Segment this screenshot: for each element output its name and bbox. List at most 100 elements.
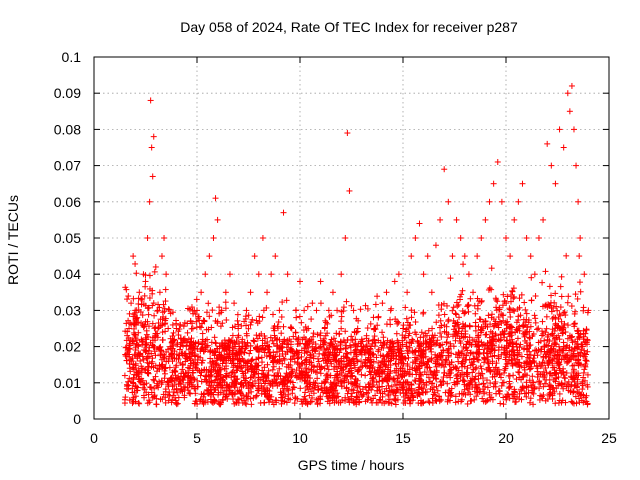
background-point bbox=[155, 301, 162, 308]
data-point bbox=[573, 162, 580, 169]
background-point bbox=[534, 374, 541, 381]
background-point bbox=[521, 299, 528, 306]
background-point bbox=[441, 311, 448, 318]
data-point bbox=[130, 253, 137, 260]
background-point bbox=[540, 383, 547, 390]
background-point bbox=[248, 401, 255, 408]
background-point bbox=[583, 351, 590, 358]
data-point bbox=[568, 82, 575, 89]
background-point bbox=[302, 389, 309, 396]
background-point bbox=[285, 377, 292, 384]
background-point bbox=[129, 400, 136, 407]
data-point bbox=[503, 235, 509, 241]
data-point bbox=[150, 133, 157, 140]
background-point bbox=[299, 371, 306, 378]
background-point bbox=[569, 399, 576, 406]
background-point bbox=[299, 401, 306, 408]
data-point bbox=[317, 278, 324, 285]
background-point bbox=[131, 311, 138, 318]
background-point bbox=[216, 367, 223, 374]
background-point bbox=[409, 336, 416, 343]
data-point bbox=[272, 253, 279, 260]
background-point bbox=[194, 377, 201, 384]
background-point bbox=[500, 401, 507, 408]
background-point bbox=[141, 292, 148, 299]
x-tick-label: 25 bbox=[601, 430, 617, 446]
background-point bbox=[409, 393, 416, 400]
background-point bbox=[583, 327, 590, 334]
background-point bbox=[144, 354, 151, 361]
background-point bbox=[330, 335, 337, 342]
background-point bbox=[206, 313, 213, 320]
background-point bbox=[412, 329, 419, 336]
background-point bbox=[408, 307, 415, 314]
background-point bbox=[475, 350, 482, 357]
background-point bbox=[130, 295, 137, 302]
data-point bbox=[142, 278, 149, 285]
background-point bbox=[506, 378, 513, 385]
background-point bbox=[468, 397, 475, 404]
background-point bbox=[146, 272, 153, 279]
background-point bbox=[323, 319, 330, 326]
data-point bbox=[212, 195, 219, 202]
background-point bbox=[427, 368, 434, 375]
background-point bbox=[445, 316, 452, 323]
background-point bbox=[558, 380, 565, 387]
background-point bbox=[259, 314, 266, 321]
background-point bbox=[494, 298, 501, 305]
background-point bbox=[403, 386, 410, 393]
background-point bbox=[234, 311, 241, 318]
background-point bbox=[181, 392, 188, 399]
background-point bbox=[344, 361, 351, 368]
background-point bbox=[145, 370, 152, 377]
background-point bbox=[261, 399, 268, 406]
data-point bbox=[344, 130, 351, 137]
background-point bbox=[314, 331, 321, 338]
background-point bbox=[193, 296, 200, 303]
background-point bbox=[453, 372, 460, 379]
background-point bbox=[461, 310, 468, 317]
background-point bbox=[435, 312, 442, 319]
background-point bbox=[437, 330, 444, 337]
data-point bbox=[470, 289, 477, 296]
data-point bbox=[202, 271, 209, 278]
background-point bbox=[456, 314, 463, 321]
background-point bbox=[535, 325, 542, 332]
background-point bbox=[417, 343, 424, 350]
data-point bbox=[292, 307, 299, 314]
background-point bbox=[473, 384, 480, 391]
data-point bbox=[284, 271, 291, 278]
background-point bbox=[426, 399, 433, 406]
background-point bbox=[480, 386, 487, 393]
background-point bbox=[453, 311, 460, 318]
data-point bbox=[465, 271, 472, 278]
background-point bbox=[484, 384, 491, 391]
background-point bbox=[269, 337, 276, 344]
background-point bbox=[321, 380, 328, 387]
data-point bbox=[354, 325, 361, 332]
background-point bbox=[260, 307, 267, 314]
background-point bbox=[287, 396, 294, 403]
background-point bbox=[417, 334, 424, 341]
background-point bbox=[363, 342, 370, 349]
background-point bbox=[550, 355, 557, 362]
background-point bbox=[173, 401, 180, 408]
background-point bbox=[529, 373, 536, 380]
background-point bbox=[217, 323, 224, 330]
data-point bbox=[147, 97, 154, 104]
background-point bbox=[239, 368, 246, 375]
x-tick-labels: 0 5 10 15 20 25 bbox=[90, 430, 617, 446]
background-point bbox=[152, 352, 159, 359]
background-point bbox=[203, 326, 210, 333]
background-point bbox=[408, 314, 415, 321]
background-point bbox=[336, 331, 343, 338]
data-point bbox=[395, 271, 402, 278]
data-point bbox=[346, 187, 353, 194]
background-point bbox=[126, 365, 133, 372]
data-point bbox=[531, 271, 538, 278]
background-point bbox=[135, 300, 142, 307]
background-point bbox=[433, 319, 440, 326]
background-point bbox=[324, 320, 331, 327]
background-point bbox=[555, 332, 562, 339]
background-point bbox=[507, 298, 514, 305]
